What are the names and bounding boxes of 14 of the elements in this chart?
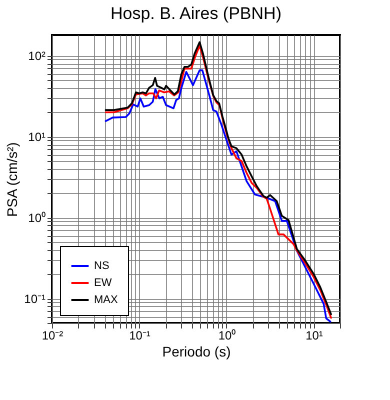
legend-label: NS xyxy=(94,260,110,272)
y-axis-title: PSA (cm/s²) xyxy=(4,142,20,217)
y-tick-label: 10² xyxy=(28,49,46,64)
x-tick-label: 10⁰ xyxy=(218,328,236,342)
legend-label: EW xyxy=(94,277,112,289)
x-tick-label: 10¹ xyxy=(306,328,323,342)
x-tick-label: 10⁻² xyxy=(42,328,64,342)
x-axis-title: Periodo (s) xyxy=(162,344,231,360)
legend-label: MAX xyxy=(94,294,118,306)
y-tick-label: 10⁻¹ xyxy=(24,292,46,306)
y-tick-label: 10⁰ xyxy=(28,211,46,226)
x-tick-label: 10⁻¹ xyxy=(129,328,150,342)
chart-title: Hosp. B. Aires (PBNH) xyxy=(110,4,282,23)
y-tick-label: 10¹ xyxy=(28,130,46,144)
